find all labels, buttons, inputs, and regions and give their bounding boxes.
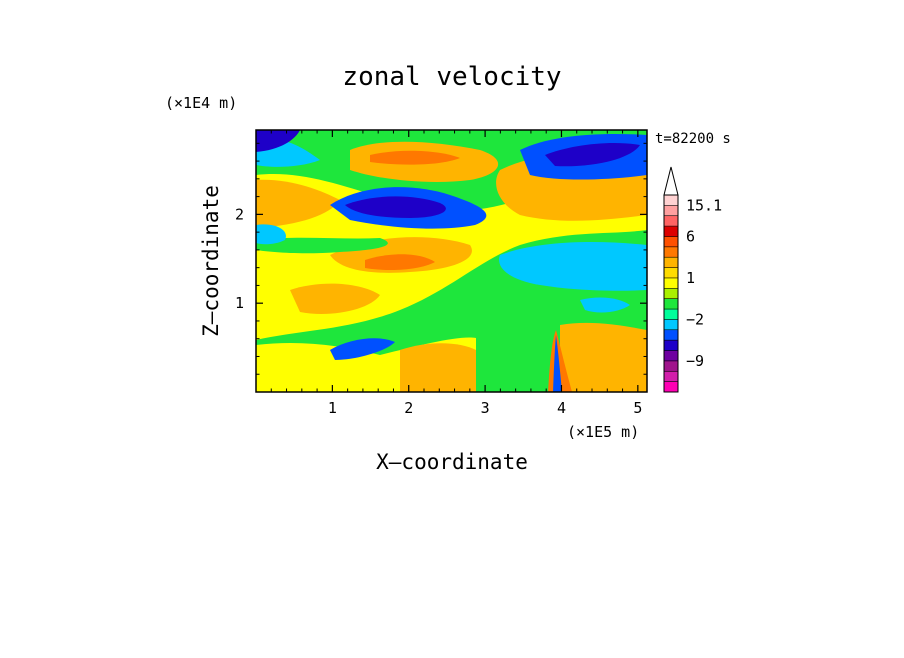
- colorbar-swatch: [664, 267, 678, 279]
- colorbar-swatch: [664, 329, 678, 341]
- field-blue-low: [330, 338, 395, 360]
- time-label: t=82200 s: [655, 131, 731, 147]
- colorbar: 15.1 6 1 −2 −9: [663, 166, 722, 393]
- colorbar-swatch: [664, 226, 678, 237]
- colorbar-swatch: [664, 257, 678, 268]
- colorbar-swatch: [664, 298, 678, 310]
- field-darkblue-band: [345, 196, 446, 218]
- y-ticks: 12: [235, 142, 647, 375]
- x-tick-label: 1: [328, 399, 337, 417]
- chart-title: zonal velocity: [342, 62, 561, 92]
- colorbar-swatch: [664, 350, 678, 362]
- plot-frame: [255, 129, 648, 393]
- contour-field: [256, 130, 647, 392]
- colorbar-swatch: [664, 381, 678, 393]
- x-tick-label: 2: [404, 399, 413, 417]
- y-tick-label: 2: [235, 205, 244, 223]
- field-jet-blue: [553, 335, 562, 392]
- colorbar-extension-arrow: [663, 166, 679, 196]
- colorbar-swatch: [664, 205, 678, 217]
- colorbar-swatch: [664, 246, 678, 258]
- x-ticks: 1 2 3 4 5: [270, 130, 642, 417]
- y-tick-label: 1: [235, 294, 244, 312]
- x-tick-label: 5: [633, 399, 642, 417]
- y-unit-label: (×1E4 m): [165, 94, 237, 112]
- colorbar-swatch: [664, 319, 678, 331]
- field-redorange-mid: [365, 254, 435, 270]
- field-cyan-mid: [580, 297, 630, 313]
- colorbar-swatch: [664, 288, 678, 299]
- colorbar-swatch: [664, 309, 678, 320]
- colorbar-label: 6: [686, 227, 695, 245]
- colorbar-label: −9: [686, 352, 704, 370]
- field-green-band: [256, 237, 388, 254]
- colorbar-swatch: [664, 236, 678, 248]
- colorbar-swatch: [664, 215, 678, 227]
- field-orange-right-low: [560, 322, 647, 392]
- field-cyan-left: [256, 224, 286, 245]
- field-orange-lowleft: [290, 283, 380, 315]
- field-darkblue-topright: [545, 143, 640, 167]
- y-axis-label: Z–coordinate: [199, 185, 223, 337]
- colorbar-swatch: [664, 195, 678, 206]
- x-unit-label: (×1E5 m): [567, 423, 639, 441]
- colorbar-label: −2: [686, 310, 704, 328]
- colorbar-swatch: [664, 371, 678, 382]
- field-blue-topleft: [256, 130, 300, 152]
- colorbar-label: 1: [686, 269, 695, 287]
- x-axis-label: X–coordinate: [376, 450, 528, 474]
- field-redorange-top: [370, 150, 460, 165]
- field-orange-left: [256, 179, 340, 228]
- field-orange-bottom: [400, 343, 476, 392]
- field-cyan-right: [499, 242, 647, 291]
- colorbar-swatch: [664, 340, 678, 351]
- x-tick-label: 3: [481, 399, 490, 417]
- colorbar-swatch: [664, 277, 678, 289]
- colorbar-frame: [663, 194, 679, 393]
- x-tick-label: 4: [557, 399, 566, 417]
- colorbar-swatch: [664, 360, 678, 372]
- colorbar-label: 15.1: [686, 196, 722, 214]
